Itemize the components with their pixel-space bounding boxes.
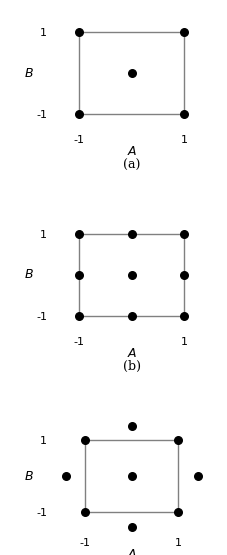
X-axis label: A: A — [127, 548, 136, 555]
Point — [183, 270, 186, 279]
Point — [196, 472, 199, 481]
Point — [183, 109, 186, 118]
Bar — [79, 32, 184, 114]
Point — [64, 472, 68, 481]
Point — [177, 508, 180, 517]
Point — [130, 270, 133, 279]
Point — [83, 508, 87, 517]
Text: (b): (b) — [123, 360, 141, 373]
Point — [77, 311, 81, 320]
Point — [183, 311, 186, 320]
Point — [183, 229, 186, 238]
Bar — [85, 440, 178, 512]
Point — [83, 436, 87, 445]
Point — [77, 28, 81, 37]
Point — [130, 311, 133, 320]
Point — [130, 472, 133, 481]
Point — [77, 270, 81, 279]
X-axis label: A: A — [127, 347, 136, 360]
Point — [77, 229, 81, 238]
Point — [77, 109, 81, 118]
Point — [130, 69, 133, 78]
X-axis label: A: A — [127, 145, 136, 158]
Point — [130, 421, 133, 430]
Bar — [79, 234, 184, 316]
Point — [130, 522, 133, 531]
Y-axis label: B: B — [25, 470, 34, 483]
Text: (a): (a) — [123, 159, 140, 171]
Point — [183, 28, 186, 37]
Point — [130, 229, 133, 238]
Y-axis label: B: B — [25, 268, 34, 281]
Point — [177, 436, 180, 445]
Y-axis label: B: B — [25, 67, 34, 80]
